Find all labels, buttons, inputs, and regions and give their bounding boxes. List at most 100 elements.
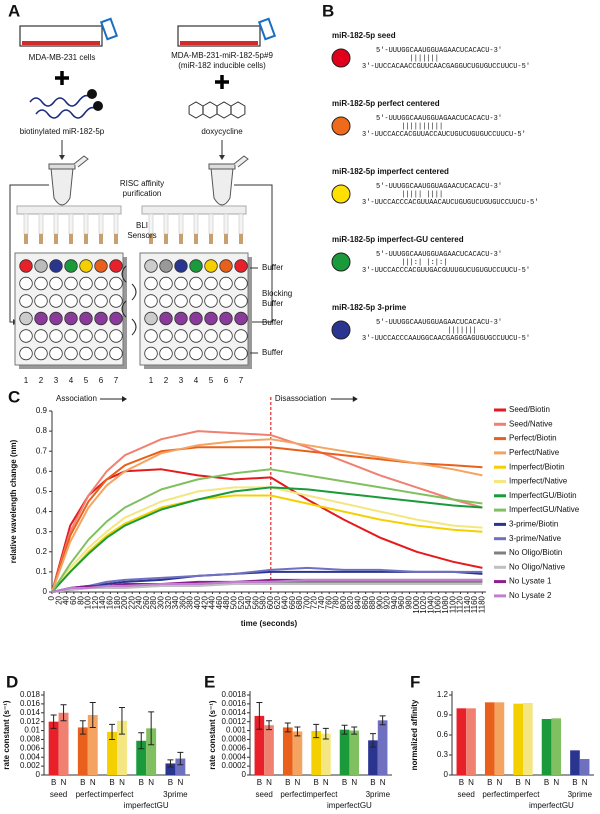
bar [349, 730, 360, 775]
bar [136, 740, 147, 775]
x-tick-label: 340 [171, 595, 180, 609]
well [49, 346, 63, 361]
sequence: 3′-UUCCACAACCGUUCAACGAGGUCUGUGUCCUUCU-5′ [362, 63, 530, 71]
well [219, 311, 233, 326]
x-tick-label: 1140 [463, 595, 472, 613]
series-line [51, 468, 483, 593]
sequence: 3′-UUCCACCCACGUUGACGUUUGUCUGUGUCCUUCU-5′ [362, 267, 530, 275]
x-tick-label: 1080 [441, 595, 450, 613]
y-tick-label: 0.001 [226, 726, 247, 735]
x-tick-label: 1100 [448, 595, 457, 613]
flask-medium [22, 41, 100, 45]
legend-label: ImperfectGU/Native [509, 505, 580, 514]
sensor-tip [164, 234, 168, 244]
x-tick-label: 20 [54, 595, 63, 604]
plate-label: Blocking [262, 289, 292, 298]
x-tick-label: 300 [157, 595, 166, 609]
y-tick-label: 1.2 [437, 690, 449, 699]
alignment-swatch [331, 48, 351, 68]
legend-label: No Lysate 2 [509, 591, 552, 600]
pairing: |||||||||| [401, 123, 443, 131]
series-label: B [544, 778, 549, 787]
well [34, 346, 48, 361]
error-bar [379, 715, 386, 726]
x-tick-label: 120 [91, 595, 100, 609]
series-label: N [582, 778, 588, 787]
well [219, 276, 233, 291]
x-tick-label: 1040 [426, 595, 435, 613]
sensor [38, 213, 44, 235]
x-tick-label: 320 [164, 595, 173, 609]
legend-label: Perfect/Biotin [509, 434, 557, 443]
error-bar [351, 726, 358, 735]
y-tick-label: 0.0018 [222, 690, 247, 699]
series-label: N [323, 778, 329, 787]
error-bar [167, 759, 174, 768]
y-tick-label: 0.002 [20, 761, 41, 770]
category-label: seed [458, 790, 475, 799]
x-tick-label: 680 [295, 595, 304, 609]
column-number: 4 [69, 376, 74, 385]
well [189, 346, 203, 361]
x-tick-label: 460 [215, 595, 224, 609]
series-label: B [168, 778, 173, 787]
bar [570, 750, 580, 775]
y-tick-label: 0.008 [20, 735, 41, 744]
well [189, 294, 203, 308]
well [49, 294, 63, 308]
y-tick-label: 0.5 [36, 487, 48, 496]
sensor-tip [179, 234, 183, 244]
legend-label: ImperfectGU/Biotin [509, 491, 577, 500]
x-tick-label: 640 [281, 595, 290, 609]
biotin [93, 101, 103, 111]
bli-label: BLI [136, 221, 148, 230]
column-number: 1 [24, 376, 29, 385]
bar [58, 712, 69, 775]
well [34, 276, 48, 291]
panel-letter: D [6, 672, 18, 691]
error-bar [313, 723, 320, 739]
series-label: B [572, 778, 577, 787]
category-label: imperfectGU [529, 801, 574, 810]
sensor-tip [99, 234, 103, 244]
well [189, 259, 203, 273]
bar [551, 718, 562, 775]
legend-label: Seed/Native [509, 419, 553, 428]
y-tick-label: 0.8 [36, 426, 48, 435]
well [159, 276, 173, 291]
tube-cap [208, 163, 236, 170]
bar [175, 758, 186, 775]
category-label: imperfectGU [124, 801, 169, 810]
sensor [98, 213, 104, 235]
x-tick-label: 180 [113, 595, 122, 609]
y-tick-label: 0.0016 [222, 699, 247, 708]
plate-label: Buffer [262, 263, 284, 272]
sequence: 5′-UUUGGCAAUGGUAGAACUCACACU-3′ [376, 47, 502, 55]
well [34, 311, 48, 326]
series-label: B [459, 778, 464, 787]
well [64, 311, 78, 326]
well [94, 329, 108, 343]
category-label: seed [50, 790, 67, 799]
sensor [193, 213, 199, 235]
x-tick-label: 820 [346, 595, 355, 609]
x-tick-label: 60 [69, 595, 78, 604]
well [34, 329, 48, 343]
bar [254, 715, 265, 775]
panel-letter: E [204, 672, 215, 691]
well [19, 346, 33, 361]
bar [264, 725, 274, 775]
alignment-swatch [331, 252, 351, 272]
sequence: 3′-UUCCACCCACGUUAACAUCUGUGUCUGUGUCCUUCU-… [362, 199, 538, 207]
bar [377, 720, 388, 775]
well [49, 276, 63, 291]
y-tick-label: 0.01 [24, 726, 40, 735]
x-tick-label: 1020 [419, 595, 428, 613]
legend-label: No Oligo/Native [509, 562, 566, 571]
tube [50, 167, 74, 206]
sensor-tip [24, 234, 28, 244]
y-tick-label: 0.0008 [222, 735, 247, 744]
x-tick-label: 480 [222, 595, 231, 609]
y-tick-label: 0.0002 [222, 761, 247, 770]
tube-lid [233, 155, 249, 168]
